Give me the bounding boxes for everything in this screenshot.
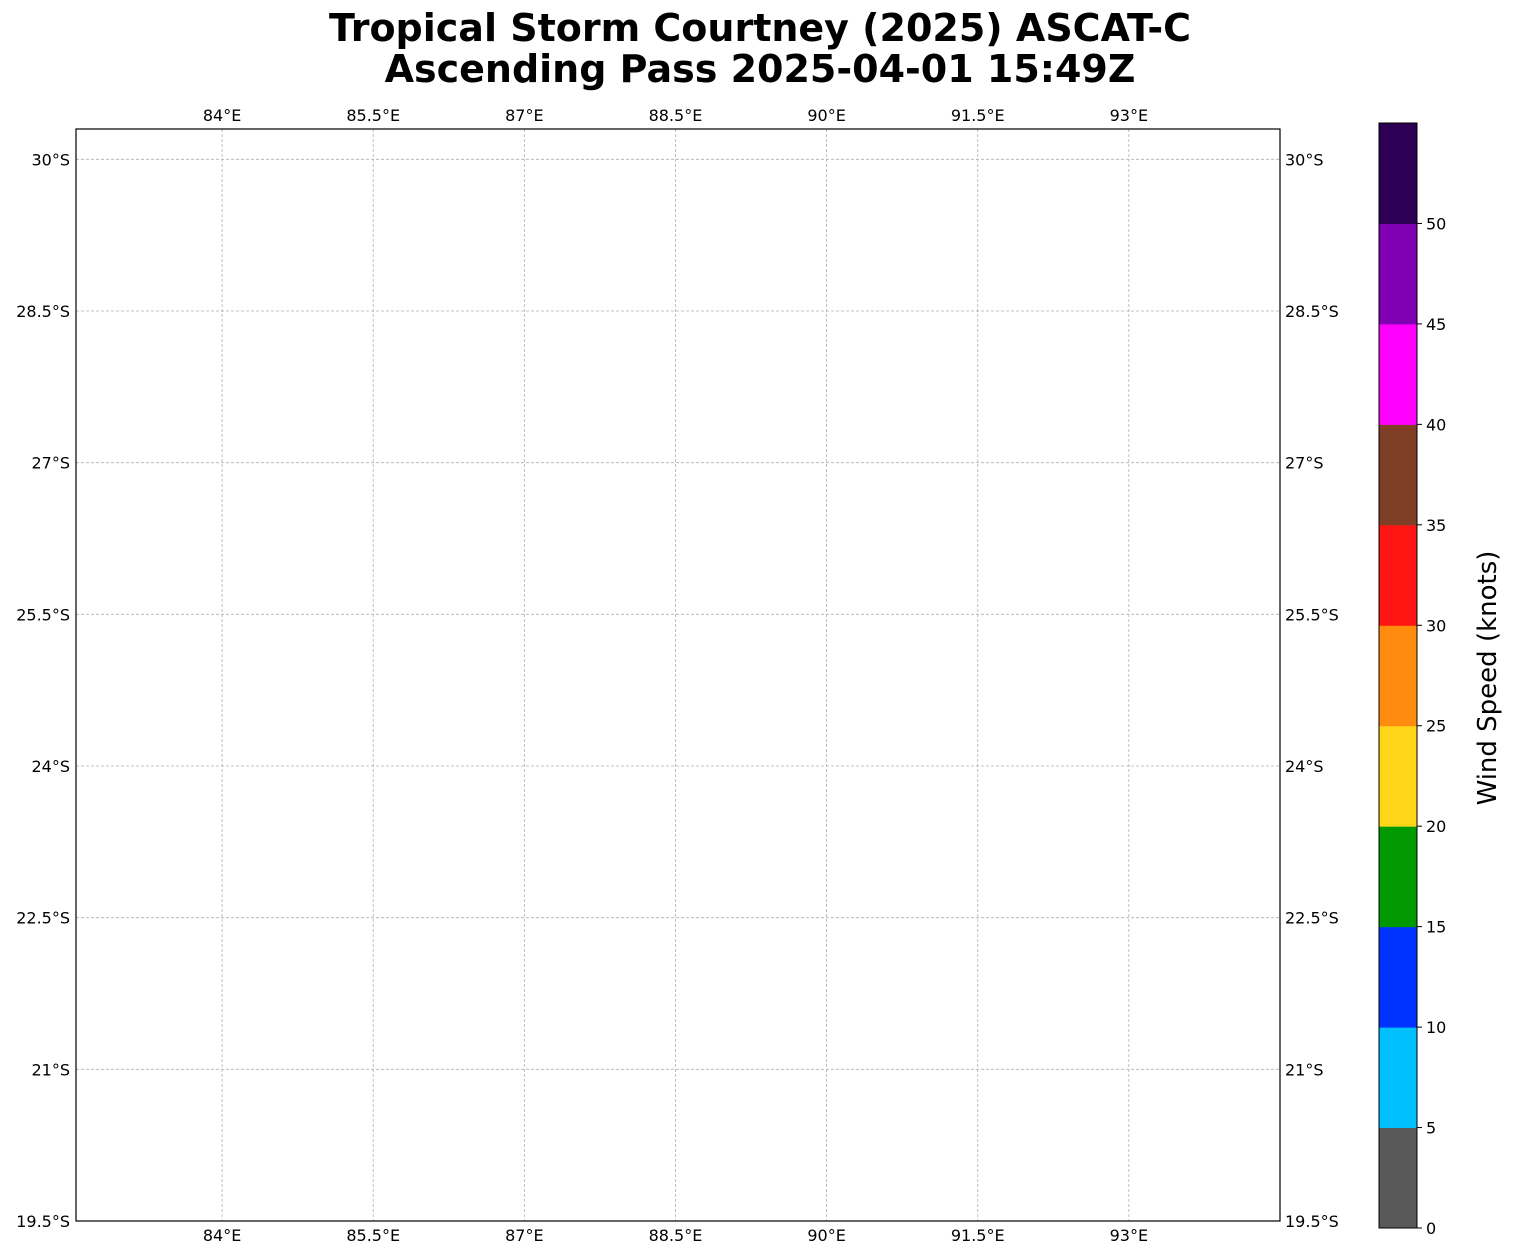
colorbar-tick-label: 15: [1426, 918, 1446, 937]
map-title-line-1: Tropical Storm Courtney (2025) ASCAT-C: [328, 6, 1192, 50]
lat-tick-label-left: 30°S: [31, 150, 70, 169]
colorbar-tick-label: 45: [1426, 315, 1446, 334]
colorbar-bin: [1379, 826, 1417, 928]
colorbar-tick-label: 25: [1426, 717, 1446, 736]
colorbar-bin: [1379, 223, 1417, 325]
axis-ticks: 84°E 84°E 85.5°E 85.5°E 87°E 87°E 88.5°E 88.5°E…: [16, 106, 1339, 1245]
map-title-line-2: Ascending Pass 2025-04-01 15:49Z: [384, 47, 1136, 91]
colorbar-tick-label: 50: [1426, 214, 1446, 233]
lat-tick-label-left: 22.5°S: [16, 909, 70, 928]
colorbar-bin: [1379, 1027, 1417, 1129]
colorbar-label: Wind Speed (knots): [1473, 550, 1503, 806]
lat-tick-label-left: 28.5°S: [16, 302, 70, 321]
colorbar-bin: [1379, 625, 1417, 727]
lat-tick-label-right: 27°S: [1285, 454, 1324, 473]
colorbar-bin: [1379, 524, 1417, 626]
lat-tick-label-right: 22.5°S: [1285, 909, 1339, 928]
colorbar-tick-label: 0: [1426, 1219, 1436, 1238]
lon-tick-label-top: 84°E: [203, 106, 241, 125]
lon-tick-label-top: 90°E: [807, 106, 845, 125]
colorbar-bin: [1379, 1127, 1417, 1229]
colorbar-tick-label: 35: [1426, 516, 1446, 535]
colorbar-tick-label: 5: [1426, 1119, 1436, 1138]
map-frame: [75, 128, 1281, 1222]
colorbar-tick-label: 30: [1426, 616, 1446, 635]
colorbar-bin: [1379, 123, 1417, 224]
colorbar-tick-label: 20: [1426, 817, 1446, 836]
lon-tick-label-top: 88.5°E: [649, 106, 703, 125]
lon-tick-label-bottom: 91.5°E: [951, 1226, 1005, 1245]
colorbar-bin: [1379, 926, 1417, 1028]
lon-tick-label-bottom: 85.5°E: [346, 1226, 400, 1245]
lat-tick-label-left: 25.5°S: [16, 605, 70, 624]
lat-tick-label-right: 30°S: [1285, 150, 1324, 169]
lat-tick-label-left: 27°S: [31, 454, 70, 473]
lon-tick-label-bottom: 90°E: [807, 1226, 845, 1245]
colorbar: 0 5 10 15 20 25 30 35 40 45 50: [1378, 122, 1446, 1238]
lon-tick-label-bottom: 93°E: [1110, 1226, 1148, 1245]
lat-tick-label-right: 19.5°S: [1285, 1212, 1339, 1231]
lat-tick-label-left: 19.5°S: [16, 1212, 70, 1231]
lat-tick-label-right: 21°S: [1285, 1060, 1324, 1079]
lat-tick-label-left: 24°S: [31, 757, 70, 776]
lon-tick-label-top: 85.5°E: [346, 106, 400, 125]
colorbar-tick-label: 10: [1426, 1018, 1446, 1037]
lat-tick-label-left: 21°S: [31, 1060, 70, 1079]
colorbar-bin: [1379, 323, 1417, 425]
lon-tick-label-bottom: 87°E: [505, 1226, 543, 1245]
gridlines: [76, 129, 1280, 1222]
lat-tick-label-right: 24°S: [1285, 757, 1324, 776]
lon-tick-label-bottom: 88.5°E: [649, 1226, 703, 1245]
colorbar-bin: [1379, 424, 1417, 526]
lon-tick-label-top: 93°E: [1110, 106, 1148, 125]
lat-tick-label-right: 28.5°S: [1285, 302, 1339, 321]
colorbar-tick-label: 40: [1426, 415, 1446, 434]
colorbar-bin: [1379, 725, 1417, 827]
lon-tick-label-top: 87°E: [505, 106, 543, 125]
lon-tick-label-top: 91.5°E: [951, 106, 1005, 125]
lat-tick-label-right: 25.5°S: [1285, 605, 1339, 624]
colorbar-frame: [1378, 122, 1418, 1229]
lon-tick-label-bottom: 84°E: [203, 1226, 241, 1245]
